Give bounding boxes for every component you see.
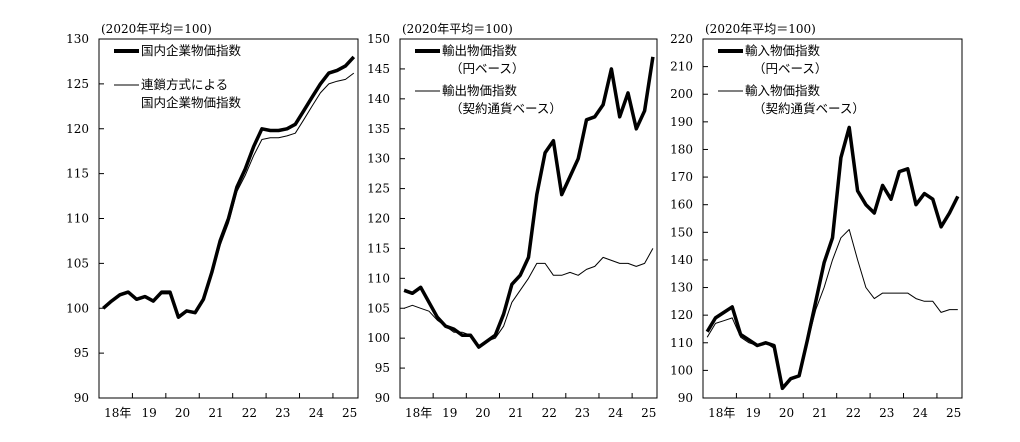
y-tick-label: 180 xyxy=(670,142,693,156)
y-tick-label: 120 xyxy=(66,122,89,136)
y-tick-label: 100 xyxy=(670,363,693,377)
legend-label: （契約通貨ベース） xyxy=(450,101,562,116)
legend-label: 国内企業物価指数 xyxy=(141,43,242,58)
y-tick-label: 120 xyxy=(367,212,390,226)
legend-label: （円ベース） xyxy=(753,61,827,76)
x-tick-label: 19 xyxy=(141,406,156,420)
series-line-2 xyxy=(102,72,355,319)
y-tick-label: 130 xyxy=(66,32,89,46)
x-tick-label: 25 xyxy=(946,406,961,420)
x-tick-label: 22 xyxy=(542,406,557,420)
plot-frame xyxy=(399,38,658,399)
x-tick-label: 19 xyxy=(745,406,760,420)
legend-label: 連鎖方式による xyxy=(141,77,228,92)
series-line-2 xyxy=(706,229,958,388)
x-tick-label: 23 xyxy=(275,406,290,420)
y-tick-label: 110 xyxy=(670,336,693,350)
x-tick-label: 23 xyxy=(879,406,894,420)
y-tick-label: 130 xyxy=(670,281,693,295)
x-tick-label: 25 xyxy=(342,406,357,420)
x-tick-label: 20 xyxy=(475,406,490,420)
y-tick-label: 160 xyxy=(670,198,693,212)
x-tick-label: 20 xyxy=(779,406,794,420)
x-tick-label: 24 xyxy=(608,406,624,420)
x-tick-label: 21 xyxy=(508,406,523,420)
panel-1: (2020年平均＝100) 90 95 100 105 110 115 120 125 130 18… xyxy=(66,22,359,420)
y-tick-label: 100 xyxy=(66,301,89,315)
plot-frame xyxy=(702,38,963,399)
y-tick-label: 90 xyxy=(74,391,89,405)
x-tick-label: 24 xyxy=(913,406,929,420)
x-tick-label: 18年 xyxy=(104,406,131,420)
y-tick-label: 220 xyxy=(670,32,693,46)
unit-note: (2020年平均＝100) xyxy=(101,22,212,36)
series-line-1 xyxy=(705,125,960,391)
y-tick-label: 95 xyxy=(375,361,390,375)
y-tick-label: 105 xyxy=(367,301,390,315)
y-tick-label: 115 xyxy=(66,167,89,181)
y-tick-label: 110 xyxy=(66,212,89,226)
x-tick-label: 20 xyxy=(175,406,190,420)
legend-label: 輸入物価指数 xyxy=(745,83,821,98)
y-tick-label: 125 xyxy=(367,182,390,196)
y-tick-label: 140 xyxy=(670,253,693,267)
series-line-1 xyxy=(102,55,356,319)
y-tick-label: 150 xyxy=(367,32,390,46)
legend-label: 輸出物価指数 xyxy=(442,43,518,58)
panel-2: (2020年平均＝100) 90 95 100 105 110 115 120 125 130 13… xyxy=(367,22,658,420)
unit-note: (2020年平均＝100) xyxy=(402,22,513,36)
legend-label: 輸出物価指数 xyxy=(442,83,518,98)
y-tick-label: 145 xyxy=(367,62,390,76)
y-tick-label: 125 xyxy=(66,77,89,91)
y-tick-label: 105 xyxy=(66,256,89,270)
unit-note: (2020年平均＝100) xyxy=(705,22,816,36)
x-tick-label: 25 xyxy=(641,406,656,420)
legend-label: 国内企業物価指数 xyxy=(141,95,242,110)
y-tick-label: 100 xyxy=(367,331,390,345)
y-tick-label: 95 xyxy=(74,346,89,360)
series-line-2 xyxy=(403,248,654,346)
y-tick-label: 140 xyxy=(367,92,390,106)
x-tick-label: 22 xyxy=(242,406,257,420)
y-tick-label: 210 xyxy=(670,60,693,74)
legend-label: （円ベース） xyxy=(450,61,524,76)
y-tick-label: 135 xyxy=(367,122,390,136)
y-tick-label: 90 xyxy=(678,391,693,405)
legend-label: （契約通貨ベース） xyxy=(753,101,865,116)
y-tick-label: 90 xyxy=(375,391,390,405)
x-tick-label: 18年 xyxy=(405,406,432,420)
x-tick-label: 19 xyxy=(442,406,457,420)
y-tick-label: 110 xyxy=(367,271,390,285)
x-tick-label: 18年 xyxy=(708,406,735,420)
y-tick-label: 115 xyxy=(367,241,390,255)
x-tick-label: 22 xyxy=(846,406,861,420)
x-tick-label: 21 xyxy=(208,406,223,420)
legend-label: 輸入物価指数 xyxy=(745,43,821,58)
x-tick-label: 23 xyxy=(575,406,590,420)
y-tick-label: 150 xyxy=(670,225,693,239)
y-tick-label: 190 xyxy=(670,115,693,129)
panel-3: (2020年平均＝100) 90 100 110 120 130 140 150 160 170 1… xyxy=(670,22,963,420)
x-tick-label: 24 xyxy=(309,406,325,420)
y-tick-label: 120 xyxy=(670,308,693,322)
y-tick-label: 170 xyxy=(670,170,693,184)
y-tick-label: 200 xyxy=(670,87,693,101)
y-tick-label: 130 xyxy=(367,152,390,166)
x-tick-label: 21 xyxy=(812,406,827,420)
